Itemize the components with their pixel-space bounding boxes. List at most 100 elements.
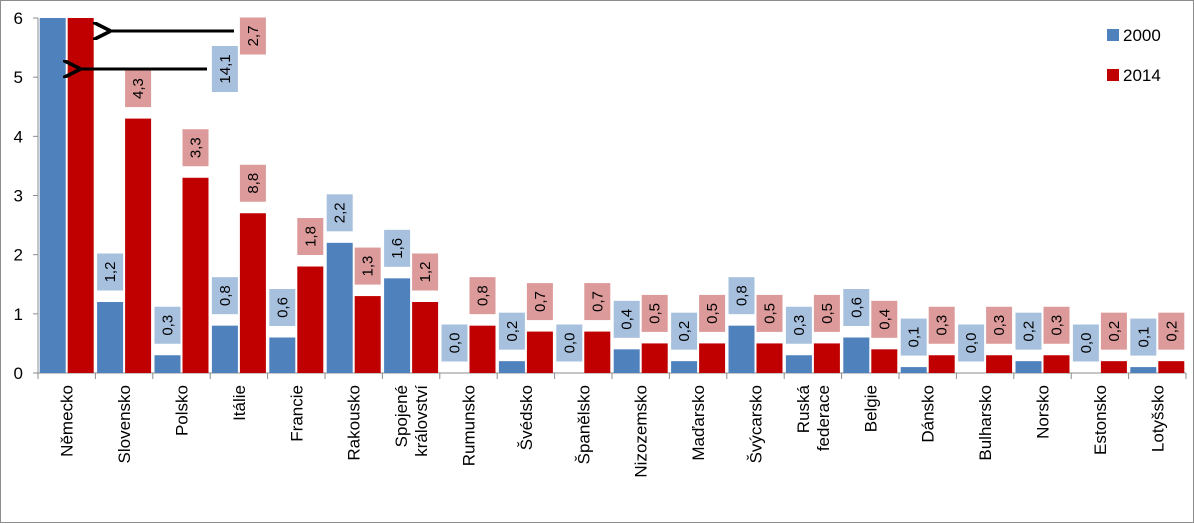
data-label-text: 0,0 <box>447 333 464 354</box>
bar-2000-16 <box>900 367 927 373</box>
data-label-2014-16: 0,3 <box>928 306 955 344</box>
bar-2014-19 <box>1100 361 1127 373</box>
data-label-2000-9: 0,2 <box>498 312 525 350</box>
data-label-bg <box>326 194 353 232</box>
category-label-text: Lotyšsko <box>1148 385 1167 452</box>
data-label-text: 0,8 <box>217 285 234 306</box>
bar-2014-14 <box>813 343 840 373</box>
data-label-2000-11: 0,4 <box>613 300 640 338</box>
category-label: Estonsko <box>1091 385 1110 455</box>
category-label-text: Belgie <box>861 385 880 432</box>
y-tick-label: 3 <box>14 187 23 206</box>
bar-2000-1 <box>39 18 66 373</box>
data-label-text: 0,4 <box>876 309 893 330</box>
bar-2014-18 <box>1043 355 1070 373</box>
data-label-text: 0,3 <box>791 315 808 336</box>
data-label-2014-18: 0,3 <box>1043 306 1070 344</box>
data-label-text: 0,7 <box>589 291 606 312</box>
data-label-text: 0,1 <box>1135 327 1152 348</box>
data-label-text: 0,3 <box>991 315 1008 336</box>
data-label-bg <box>239 17 266 55</box>
data-label-text: 2,7 <box>245 26 262 47</box>
bar-2014-11 <box>641 343 668 373</box>
data-label-text: 0,0 <box>963 333 980 354</box>
data-label-text: 1,3 <box>360 256 377 277</box>
data-label-text: 0,7 <box>532 291 549 312</box>
data-label-text: 0,2 <box>676 321 693 342</box>
category-label: Itálie <box>230 385 249 421</box>
bar-2000-14 <box>785 355 812 373</box>
category-label: Bulharsko <box>976 385 995 461</box>
data-label-2000-14: 0,3 <box>785 306 812 344</box>
bar-2000-18 <box>1015 361 1042 373</box>
bar-2000-11 <box>613 349 640 373</box>
data-label-bg <box>211 46 238 92</box>
data-label-2014-12: 0,5 <box>699 294 726 332</box>
bar-2000-4 <box>211 325 238 373</box>
data-label-bg <box>354 247 381 285</box>
data-label-2000-3: 0,3 <box>154 306 181 344</box>
data-label-2014-14: 0,5 <box>813 294 840 332</box>
category-label: Francie <box>287 385 306 442</box>
data-label-bg <box>125 70 152 108</box>
legend-swatch-2014 <box>1107 69 1119 81</box>
category-label-text: Itálie <box>230 385 249 421</box>
data-label-2000-2: 1,2 <box>97 253 124 291</box>
bar-2014-10 <box>584 331 611 373</box>
data-label-text: 0,5 <box>819 303 836 324</box>
data-label-2000-10: 0,0 <box>556 324 583 362</box>
data-label-bg <box>498 312 525 350</box>
bar-2014-2 <box>125 118 152 373</box>
data-label-bg <box>785 306 812 344</box>
category-label-text: království <box>412 385 431 457</box>
bar-2000-9 <box>498 361 525 373</box>
data-label-text: 8,8 <box>245 173 262 194</box>
data-label-text: 0,8 <box>475 285 492 306</box>
bar-2014-13 <box>756 343 783 373</box>
data-label-bg <box>1100 312 1127 350</box>
data-label-text: 0,8 <box>734 285 751 306</box>
data-label-2000-15: 0,6 <box>843 289 870 326</box>
bar-2014-15 <box>871 349 898 373</box>
data-label-2014-9: 0,7 <box>526 283 553 321</box>
category-label-text: Bulharsko <box>976 385 995 461</box>
data-label-text: 14,1 <box>217 54 234 83</box>
data-label-2014-20: 0,2 <box>1158 312 1185 350</box>
category-label: Norsko <box>1034 385 1053 439</box>
data-label-bg <box>843 289 870 326</box>
category-label-text: Ruská <box>794 384 813 433</box>
data-label-2014-6: 1,3 <box>354 247 381 285</box>
y-tick-label: 6 <box>14 9 23 28</box>
bar-2014-1 <box>67 18 94 373</box>
data-label-italie-2000-extra: 0,8 <box>211 277 238 315</box>
data-label-2000-13: 0,8 <box>728 277 755 315</box>
data-label-text: 0,2 <box>1106 321 1123 342</box>
data-label-text: 1,2 <box>417 262 434 283</box>
data-label-bg <box>412 253 439 291</box>
data-label-text: 0,5 <box>647 303 664 324</box>
bar-2014-4 <box>239 213 266 373</box>
bar-2000-15 <box>843 337 870 373</box>
data-label-2000-16: 0,1 <box>900 318 927 356</box>
category-label: Dánsko <box>919 385 938 443</box>
category-label-text: Polsko <box>173 385 192 436</box>
category-label: Polsko <box>173 385 192 436</box>
data-label-2014-5: 1,8 <box>297 218 324 255</box>
data-label-text: 0,3 <box>934 315 951 336</box>
bar-2014-8 <box>469 325 496 373</box>
category-label-text: Rumunsko <box>460 385 479 466</box>
category-label-text: Švýcarsko <box>747 385 766 463</box>
data-label-text: 0,5 <box>762 303 779 324</box>
data-label-bg <box>269 289 296 326</box>
data-labels-group: 1,2 4,3 0,3 3,3 14,1 2,7 0,6 1,8 2,2 1,3 1,6 1,2 0,0… <box>97 17 1185 362</box>
bar-2000-7 <box>384 278 411 373</box>
data-label-2014-10: 0,7 <box>584 283 611 321</box>
data-label-text: 0,2 <box>1021 321 1038 342</box>
bar-2014-12 <box>699 343 726 373</box>
legend-label-2000: 2000 <box>1123 26 1161 45</box>
data-label-bg <box>526 283 553 321</box>
data-label-bg <box>1158 312 1185 350</box>
y-tick-label: 1 <box>14 305 23 324</box>
data-label-bg <box>154 306 181 344</box>
